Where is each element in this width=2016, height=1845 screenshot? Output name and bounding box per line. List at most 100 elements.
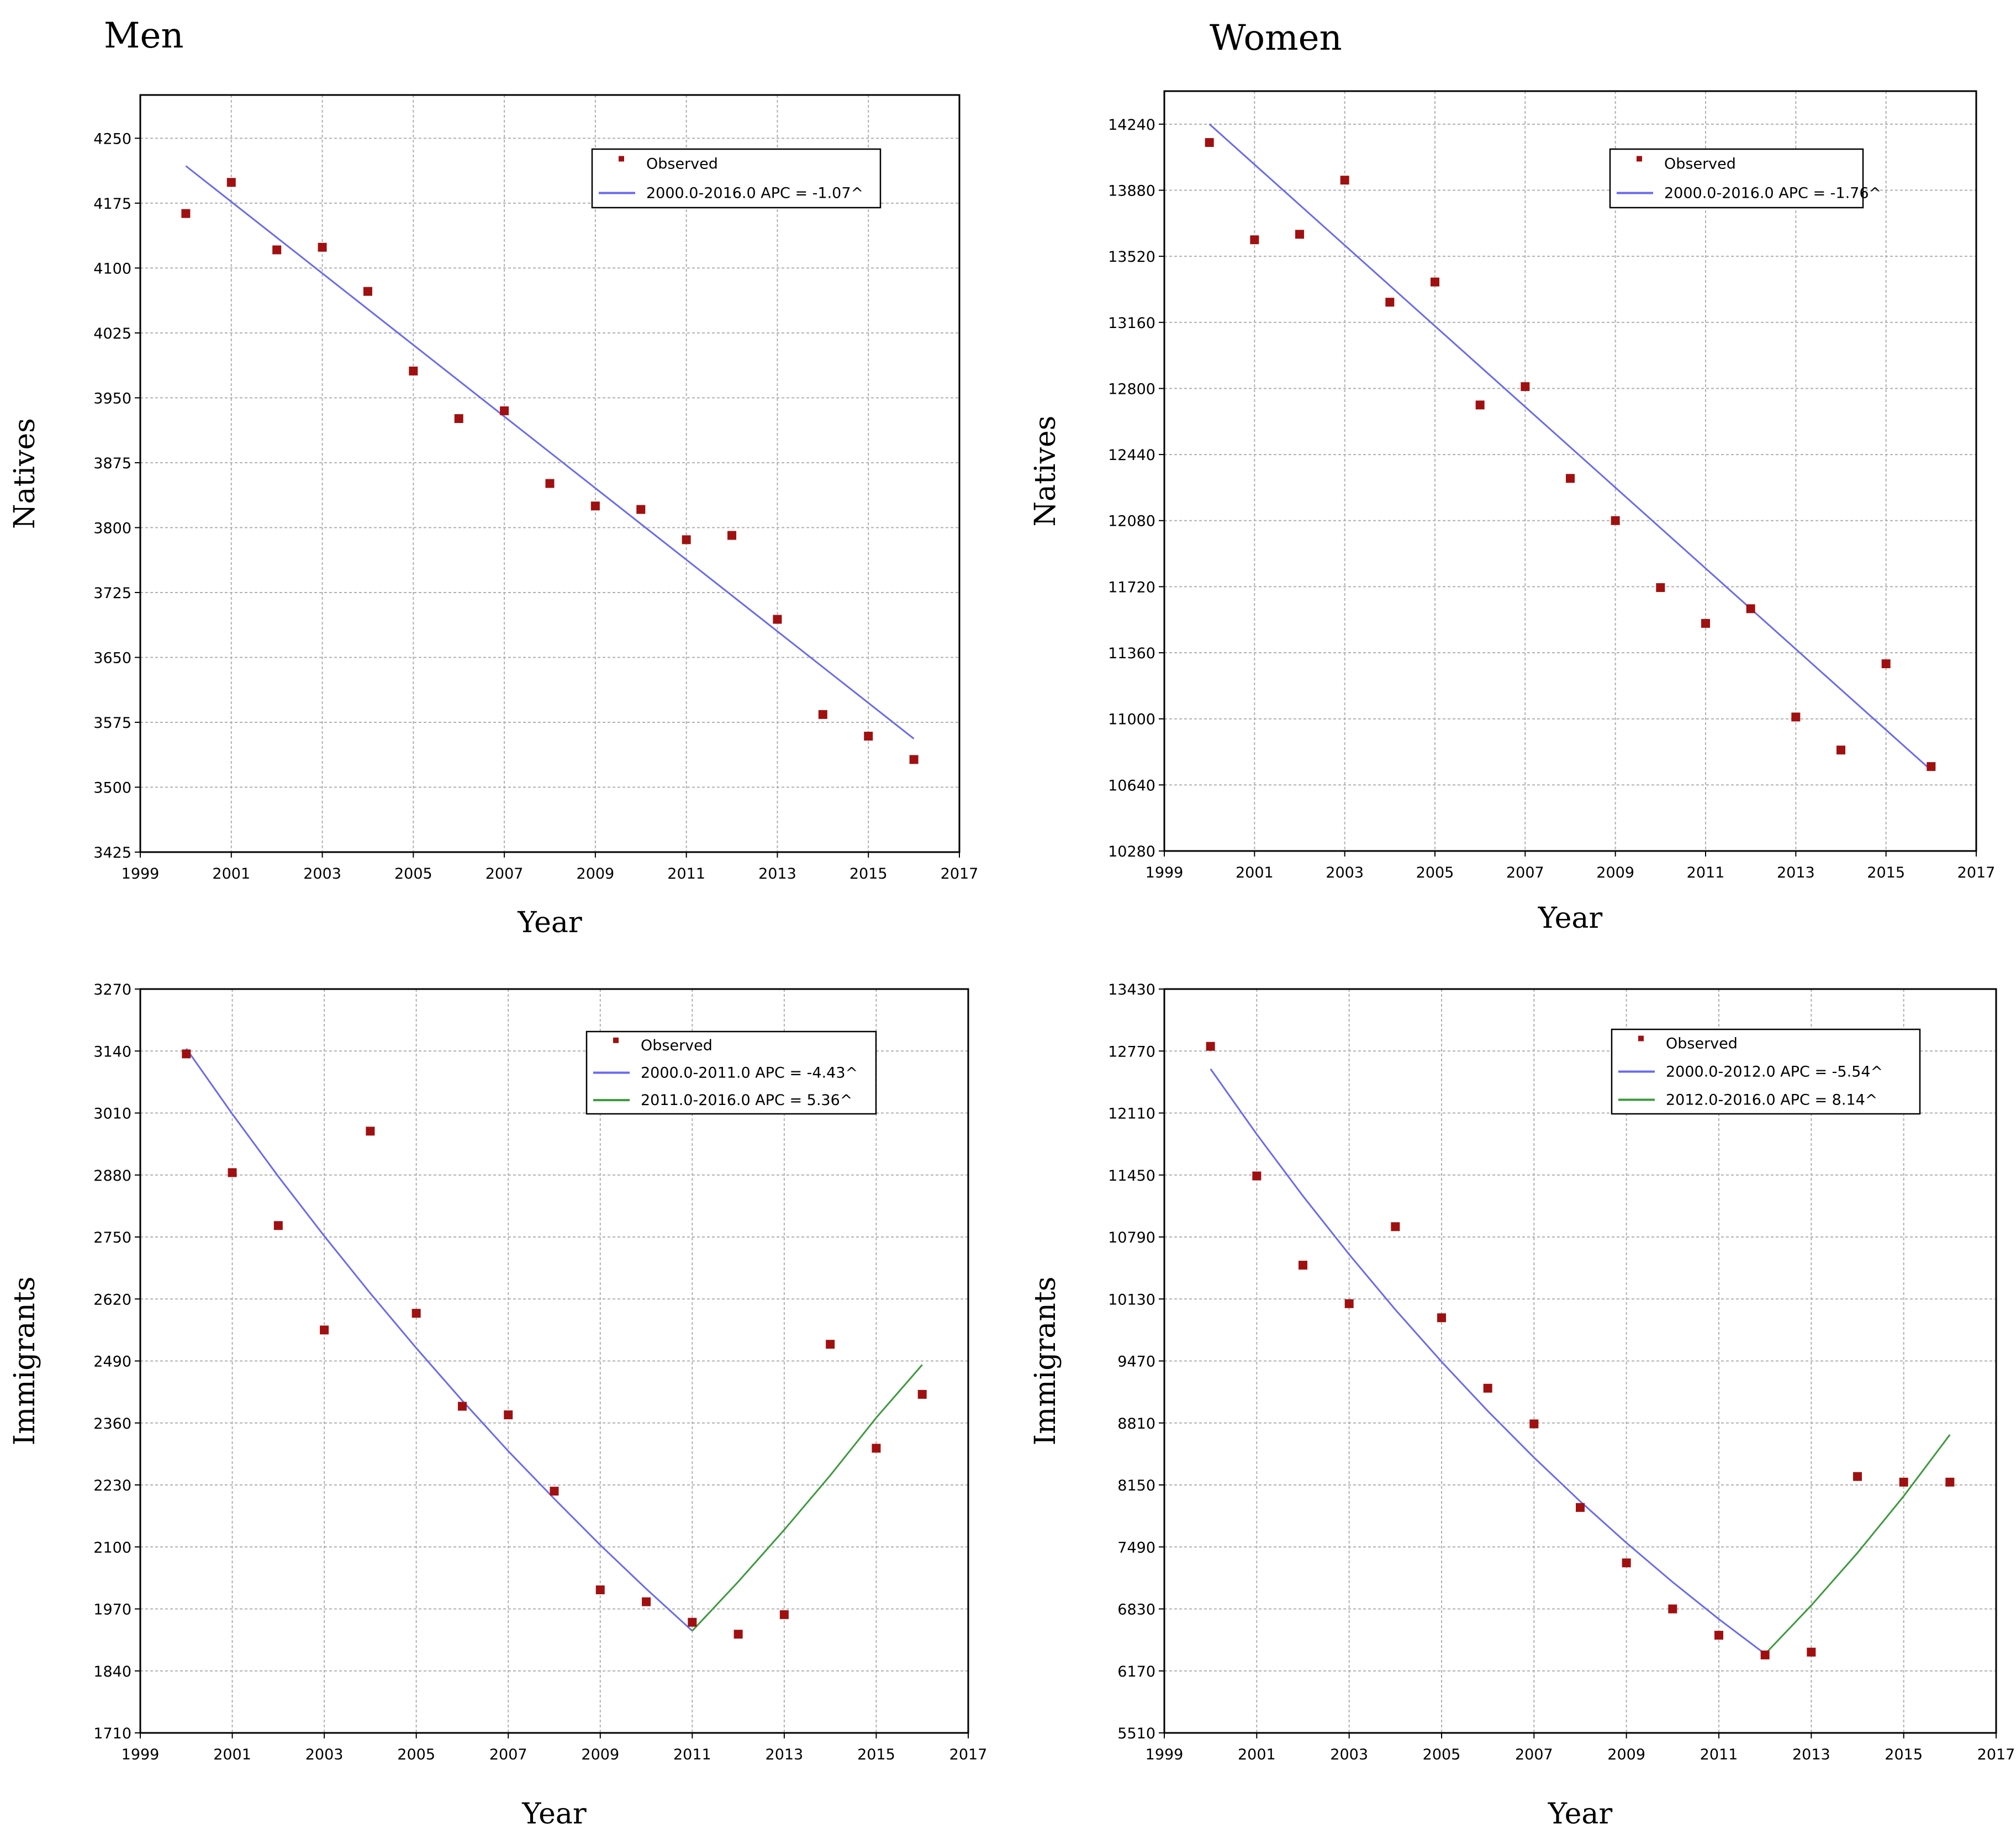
x-tick-label: 2003 <box>303 865 341 882</box>
observed-point <box>1714 1631 1723 1640</box>
observed-point <box>642 1597 651 1606</box>
y-tick-label: 12770 <box>1108 1043 1155 1060</box>
legend-observed-marker <box>613 1037 619 1043</box>
observed-point <box>1344 1299 1354 1308</box>
y-tick-label: 8150 <box>1117 1477 1155 1494</box>
observed-point <box>363 287 372 296</box>
y-tick-label: 10790 <box>1108 1229 1155 1246</box>
y-tick-label: 1840 <box>93 1663 131 1680</box>
observed-point <box>1881 659 1891 668</box>
x-axis-title: Year <box>1548 1798 1613 1831</box>
y-tick-label: 13430 <box>1108 981 1155 998</box>
y-tick-label: 10280 <box>1108 843 1155 860</box>
y-tick-label: 2490 <box>93 1354 131 1371</box>
observed-point <box>1521 382 1530 392</box>
x-axis-title: Year <box>517 906 582 939</box>
legend-label: 2011.0-2016.0 APC = 5.36^ <box>641 1092 852 1109</box>
legend-label: Observed <box>1664 156 1736 173</box>
x-tick-label: 2009 <box>577 865 615 882</box>
y-tick-label: 13520 <box>1108 249 1155 266</box>
observed-point <box>1437 1313 1446 1323</box>
y-tick-label: 11000 <box>1108 711 1155 728</box>
x-tick-label: 2007 <box>489 1746 527 1763</box>
plot-area <box>1164 91 1976 851</box>
observed-point <box>590 501 600 511</box>
observed-point <box>1566 474 1575 483</box>
observed-point <box>181 209 191 218</box>
y-tick-label: 10640 <box>1108 777 1155 794</box>
observed-point <box>1391 1222 1400 1231</box>
observed-point <box>504 1410 513 1420</box>
y-tick-label: 3575 <box>93 715 131 732</box>
plot-frame <box>1163 90 1977 852</box>
legend-observed-marker <box>1637 156 1642 162</box>
legend-label: Observed <box>1666 1035 1738 1053</box>
x-tick-label: 2001 <box>1236 864 1274 881</box>
x-tick-label: 2011 <box>667 865 705 882</box>
observed-point <box>1746 604 1755 614</box>
y-tick-label: 12110 <box>1108 1106 1155 1123</box>
y-tick-label: 2100 <box>93 1539 131 1556</box>
y-tick-label: 3950 <box>93 390 131 407</box>
y-tick-label: 2880 <box>93 1167 131 1185</box>
x-tick-label: 2001 <box>212 865 250 882</box>
x-tick-label: 2009 <box>581 1746 619 1763</box>
y-tick-label: 7490 <box>1117 1539 1155 1556</box>
y-tick-label: 4175 <box>93 195 131 213</box>
observed-point <box>457 1402 467 1411</box>
observed-point <box>727 531 737 540</box>
plot-frame <box>139 94 960 853</box>
x-tick-label: 2007 <box>1506 864 1544 881</box>
y-tick-label: 4025 <box>93 325 131 342</box>
x-tick-label: 2005 <box>394 865 432 882</box>
x-tick-label: 2003 <box>1330 1746 1368 1763</box>
y-tick-label: 6830 <box>1117 1601 1155 1619</box>
observed-point <box>779 1610 789 1619</box>
x-tick-label: 2005 <box>1416 864 1454 881</box>
y-tick-label: 3800 <box>93 520 131 537</box>
y-tick-label: 12080 <box>1108 513 1155 530</box>
x-tick-label: 1999 <box>122 865 160 882</box>
observed-point <box>1853 1472 1862 1481</box>
observed-point <box>1836 746 1845 755</box>
observed-point <box>1576 1503 1585 1512</box>
x-tick-label: 2017 <box>941 865 979 882</box>
y-tick-label: 8810 <box>1117 1415 1155 1432</box>
observed-point <box>273 1221 283 1230</box>
observed-point <box>1295 230 1304 239</box>
observed-point <box>1529 1419 1539 1429</box>
observed-point <box>595 1585 605 1594</box>
y-tick-label: 14240 <box>1108 117 1155 134</box>
legend-label: 2000.0-2011.0 APC = -4.43^ <box>641 1065 858 1082</box>
y-tick-label: 3270 <box>93 981 131 998</box>
observed-point <box>500 406 509 415</box>
legend-label: 2000.0-2016.0 APC = -1.76^ <box>1664 185 1881 202</box>
observed-point <box>1250 235 1259 245</box>
y-axis-title: Natives <box>1029 416 1062 527</box>
x-tick-label: 2017 <box>1957 864 1996 881</box>
observed-point <box>872 1444 881 1453</box>
observed-point <box>773 615 782 624</box>
x-tick-label: 2011 <box>1700 1746 1738 1763</box>
chart-women-natives: 1999 2001 2003 2005 2007 2009 2011 2013 2015 2017… <box>1029 90 1996 935</box>
x-axis-title: Year <box>1538 902 1603 935</box>
observed-point <box>864 732 873 741</box>
legend-label: Observed <box>646 156 718 173</box>
y-axis-title: Immigrants <box>1029 1276 1062 1445</box>
x-tick-label: 1999 <box>1146 1746 1184 1763</box>
legend-label: 2012.0-2016.0 APC = 8.14^ <box>1666 1092 1877 1109</box>
observed-point <box>1656 583 1665 593</box>
y-tick-label: 5510 <box>1117 1725 1155 1742</box>
observed-point <box>1483 1383 1492 1393</box>
legend-box <box>1611 1028 1921 1115</box>
observed-point <box>917 1389 927 1399</box>
x-tick-label: 2005 <box>1423 1746 1461 1763</box>
y-tick-label: 3500 <box>93 779 131 796</box>
x-tick-label: 2013 <box>758 865 796 882</box>
observed-point <box>1760 1650 1770 1659</box>
x-tick-label: 2011 <box>673 1746 711 1763</box>
fit-line-segment1 <box>186 1048 693 1632</box>
observed-point <box>1668 1604 1677 1614</box>
observed-point <box>1299 1261 1307 1270</box>
